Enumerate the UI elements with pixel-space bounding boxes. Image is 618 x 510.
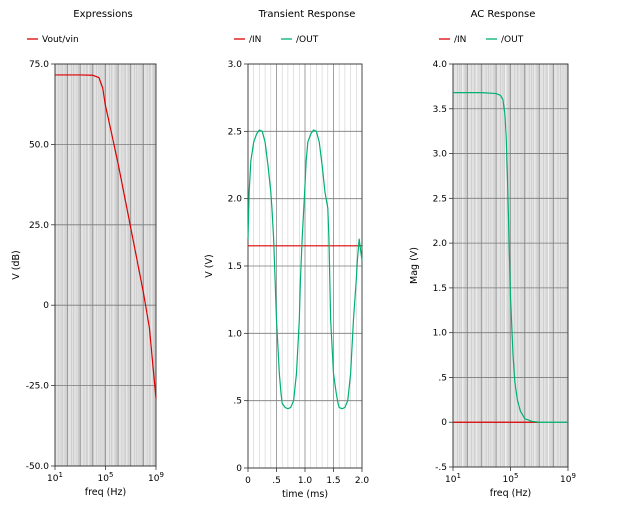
legend-label-2: /OUT [501,35,524,45]
y-axis-label: V (V) [204,254,215,277]
y-tick-label: 3.0 [228,60,243,70]
y-tick-label: 1.0 [433,329,448,339]
x-tick-label: 2.0 [355,476,370,486]
y-tick-label: 25.0 [29,221,49,231]
series-line-2 [247,129,363,410]
x-axis-label: time (ms) [282,489,328,500]
series-line-1 [55,74,157,399]
y-tick-label: 50.0 [29,140,49,150]
y-tick-label: .5 [233,397,242,407]
legend-label-1: /IN [249,35,261,45]
y-tick-label: 2.5 [228,127,242,137]
y-tick-label: 2.0 [228,195,243,205]
chart-title: Expressions [73,9,133,20]
x-tick-label: 0 [245,476,251,486]
y-tick-label: 0 [43,301,49,311]
x-tick-label: 109 [560,472,576,485]
chart-title: Transient Response [258,9,356,20]
chart-1: Expressions Vout/vin 75.0 50.0 25.0 0 -25.0 -50… [11,9,164,498]
chart-title: AC Response [471,9,536,20]
x-axis-label: freq (Hz) [85,487,126,498]
x-tick-label: 1.0 [298,476,313,486]
y-tick-label: 2.5 [433,194,447,204]
y-tick-label: 1.5 [433,284,447,294]
y-tick-label: -.5 [435,463,447,473]
legend-label-2: /OUT [296,35,319,45]
chart-2: Transient Response/IN/OUT 0 .5 1.0 1.5 2.0 2.5… [204,9,369,500]
x-axis-label: freq (Hz) [490,488,531,499]
x-tick-label: 101 [47,471,63,484]
legend-label-1: /IN [454,35,466,45]
x-tick-label: 101 [445,472,461,485]
y-tick-label: -50.0 [26,462,50,472]
x-tick-label: 105 [98,471,114,484]
x-tick-label: 109 [148,471,164,484]
x-tick-label: 105 [503,472,519,485]
y-tick-label: 0 [236,464,242,474]
y-tick-label: .5 [438,373,447,383]
x-tick-label: 1.5 [326,476,340,486]
y-axis-label: V (dB) [11,250,22,279]
y-tick-label: 75.0 [29,60,49,70]
y-axis-label: Mag (V) [409,247,420,284]
y-tick-label: -25.0 [26,382,50,392]
chart-3: AC Response/IN/OUT 4.0 3.5 3.0 2.5 2.0 1.5 1.0.… [409,9,576,499]
y-tick-label: 1.0 [228,329,243,339]
x-tick-label: .5 [272,476,281,486]
y-tick-label: 3.0 [433,150,448,160]
y-tick-label: 1.5 [228,262,242,272]
legend-label-1: Vout/vin [42,35,79,45]
y-tick-label: 0 [441,418,447,428]
y-tick-label: 2.0 [433,239,448,249]
series-line-2 [453,92,568,423]
y-tick-label: 4.0 [433,60,448,70]
y-tick-label: 3.5 [433,105,447,115]
